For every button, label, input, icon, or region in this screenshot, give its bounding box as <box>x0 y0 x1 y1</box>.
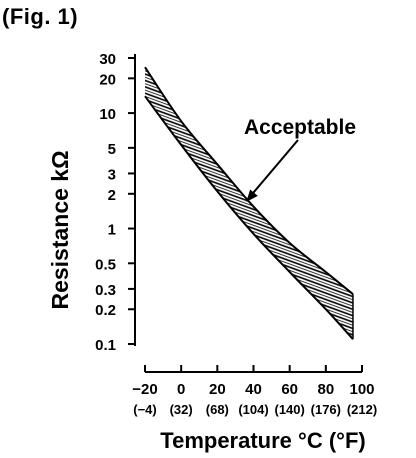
y-tick-label-8: 10 <box>99 106 116 123</box>
y-axis-ticks: 0.1 0.2 0.3 0.5 1 2 3 5 10 20 30 <box>95 51 135 354</box>
y-tick-label-5: 2 <box>108 187 116 204</box>
y-tick-label-0: 0.1 <box>95 337 116 354</box>
acceptable-band-layer <box>144 66 354 340</box>
x-tick-label-5: 80 <box>317 381 334 398</box>
x-tick-label-3: 40 <box>245 381 262 398</box>
y-tick-label-2: 0.3 <box>95 282 116 299</box>
y-tick-label-1: 0.2 <box>95 302 116 319</box>
y-tick-label-9: 20 <box>99 71 116 88</box>
y-tick-label-4: 1 <box>108 222 116 239</box>
x-tick-label-f-1: (32) <box>170 402 193 417</box>
x-tick-label-2: 20 <box>209 381 226 398</box>
x-tick-label-f-6: (212) <box>347 402 377 417</box>
x-tick-label-6: 100 <box>349 381 374 398</box>
y-tick-label-3: 0.5 <box>95 256 116 273</box>
y-tick-label-6: 3 <box>108 166 116 183</box>
band-lower-curve <box>144 95 354 340</box>
y-tick-label-7: 5 <box>108 141 116 158</box>
x-tick-label-f-3: (104) <box>238 402 268 417</box>
figure-label: (Fig. 1) <box>2 4 79 29</box>
x-axis-ticks: −20 (−4) 0 (32) 20 (68) 40 (104) 60 (140) 80 (176) 1… <box>132 365 377 417</box>
x-tick-label-f-4: (140) <box>274 402 304 417</box>
band-upper-curve <box>144 66 354 295</box>
x-tick-label-f-5: (176) <box>311 402 341 417</box>
x-tick-label-f-2: (68) <box>206 402 229 417</box>
x-tick-label-1: 0 <box>177 381 185 398</box>
x-axis-label: Temperature °C (°F) <box>160 428 365 453</box>
y-tick-label-10: 30 <box>99 51 116 68</box>
annotation-acceptable-label: Acceptable <box>244 116 356 139</box>
annotation-arrow-head <box>246 189 258 202</box>
x-tick-label-0: −20 <box>132 381 157 398</box>
acceptable-band-fill <box>145 67 353 340</box>
annotation-arrow <box>246 139 299 202</box>
x-tick-label-4: 60 <box>281 381 298 398</box>
annotation-arrow-shaft <box>251 139 299 195</box>
x-tick-label-f-0: (−4) <box>133 402 156 417</box>
y-axis-label: Resistance kΩ <box>47 150 73 309</box>
